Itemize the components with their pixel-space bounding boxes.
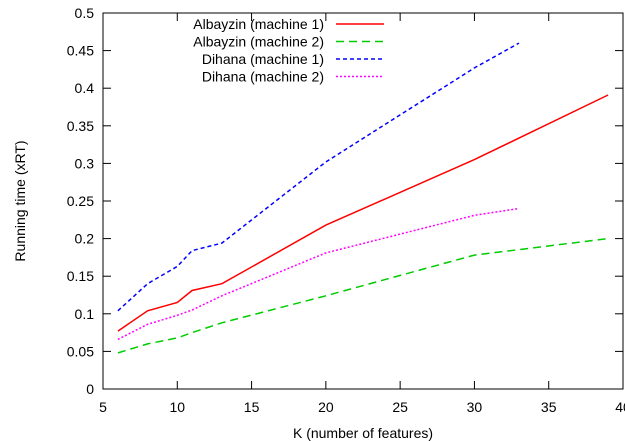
x-tick-label: 10 <box>169 399 185 415</box>
x-tick-label: 5 <box>99 399 107 415</box>
y-tick-label: 0.05 <box>67 343 94 359</box>
legend-label: Albayzin (machine 2) <box>193 34 324 50</box>
y-tick-label: 0.5 <box>75 5 95 21</box>
y-tick-label: 0.45 <box>67 43 94 59</box>
series-line <box>117 207 520 341</box>
y-tick-label: 0.1 <box>75 306 95 322</box>
x-axis-label: K (number of features) <box>293 425 433 441</box>
plot-frame <box>102 12 624 390</box>
y-tick-label: 0.3 <box>75 155 95 171</box>
y-tick-label: 0.25 <box>67 193 94 209</box>
x-tick-label: 40 <box>615 399 625 415</box>
x-tick-label: 15 <box>244 399 260 415</box>
legend-label: Dihana (machine 1) <box>202 51 324 67</box>
x-tick-label: 30 <box>467 399 483 415</box>
y-axis-label: Running time (xRT) <box>12 140 28 261</box>
y-tick-label: 0 <box>86 381 94 397</box>
series-line <box>117 94 609 332</box>
x-tick-label: 20 <box>318 399 334 415</box>
x-tick-label: 25 <box>392 399 408 415</box>
y-tick-label: 0.15 <box>67 268 94 284</box>
legend-label: Albayzin (machine 1) <box>193 16 324 32</box>
series-line <box>117 237 609 354</box>
series-lines <box>117 42 609 354</box>
y-tick-label: 0.4 <box>75 80 95 96</box>
x-tick-label: 35 <box>541 399 557 415</box>
series-line <box>117 42 520 312</box>
y-tick-label: 0.2 <box>75 231 95 247</box>
legend-label: Dihana (machine 2) <box>202 69 324 85</box>
tick-labels: 5 10 15 20 25 30 35 40 0 0.05 0.1 0.15 0.2 0.25 0.3 0.3… <box>67 5 625 415</box>
y-tick-label: 0.35 <box>67 118 94 134</box>
legend: Albayzin (machine 1) Albayzin (machine 2)… <box>193 16 384 85</box>
tick-marks <box>102 12 624 390</box>
